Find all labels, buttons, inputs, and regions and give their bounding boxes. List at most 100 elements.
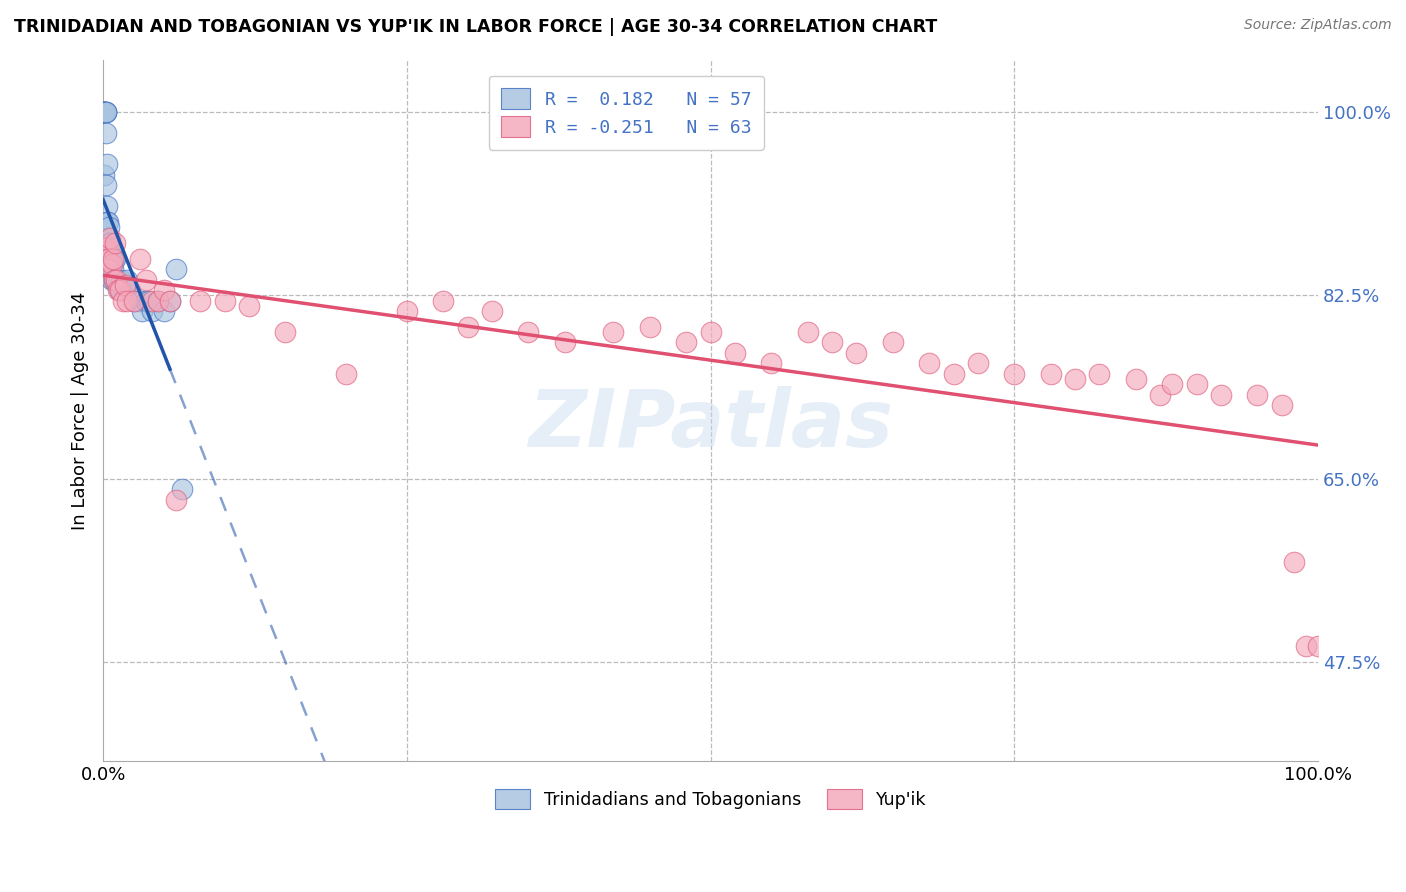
Point <box>1039 367 1062 381</box>
Point <box>107 272 129 286</box>
Point <box>100 241 122 255</box>
Point <box>517 325 540 339</box>
Point <box>110 272 132 286</box>
Point <box>100 262 122 277</box>
Point <box>602 325 624 339</box>
Point <box>128 293 150 308</box>
Point <box>457 319 479 334</box>
Point <box>1002 367 1025 381</box>
Point <box>103 272 125 286</box>
Point <box>153 304 176 318</box>
Point <box>942 367 965 381</box>
Point <box>146 293 169 308</box>
Point <box>108 283 131 297</box>
Point <box>103 272 125 286</box>
Point <box>96 252 118 266</box>
Point <box>94 105 117 120</box>
Point <box>100 272 122 286</box>
Point <box>97 246 120 260</box>
Point <box>882 335 904 350</box>
Point <box>1271 398 1294 412</box>
Point <box>103 252 125 266</box>
Point <box>724 346 747 360</box>
Point <box>101 252 124 266</box>
Point <box>100 235 122 250</box>
Point <box>101 262 124 277</box>
Point <box>1161 377 1184 392</box>
Point <box>274 325 297 339</box>
Point <box>91 241 114 255</box>
Point <box>96 199 118 213</box>
Text: Source: ZipAtlas.com: Source: ZipAtlas.com <box>1244 18 1392 32</box>
Point <box>93 241 115 255</box>
Point <box>122 293 145 308</box>
Point <box>131 304 153 318</box>
Text: TRINIDADIAN AND TOBAGONIAN VS YUP'IK IN LABOR FORCE | AGE 30-34 CORRELATION CHAR: TRINIDADIAN AND TOBAGONIAN VS YUP'IK IN … <box>14 18 938 36</box>
Point <box>96 215 118 229</box>
Point <box>114 283 136 297</box>
Point <box>94 105 117 120</box>
Point <box>108 283 131 297</box>
Point <box>135 293 157 308</box>
Point <box>97 230 120 244</box>
Text: ZIPatlas: ZIPatlas <box>529 385 893 464</box>
Point <box>214 293 236 308</box>
Point <box>761 356 783 370</box>
Point <box>1185 377 1208 392</box>
Point <box>141 304 163 318</box>
Point <box>1088 367 1111 381</box>
Point <box>918 356 941 370</box>
Point <box>821 335 844 350</box>
Point <box>141 293 163 308</box>
Point <box>94 178 117 193</box>
Point <box>94 126 117 140</box>
Point <box>395 304 418 318</box>
Point <box>138 293 160 308</box>
Point <box>98 220 121 235</box>
Point <box>100 252 122 266</box>
Point <box>845 346 868 360</box>
Point <box>1064 372 1087 386</box>
Point <box>96 241 118 255</box>
Point <box>97 241 120 255</box>
Point <box>114 277 136 292</box>
Point <box>146 293 169 308</box>
Point <box>104 252 127 266</box>
Point <box>97 215 120 229</box>
Point <box>675 335 697 350</box>
Point <box>104 272 127 286</box>
Point <box>96 241 118 255</box>
Point <box>100 257 122 271</box>
Point <box>335 367 357 381</box>
Point <box>93 105 115 120</box>
Point <box>165 262 187 277</box>
Point <box>117 272 139 286</box>
Point <box>93 168 115 182</box>
Point <box>1282 555 1305 569</box>
Point <box>94 241 117 255</box>
Point <box>432 293 454 308</box>
Point <box>93 105 115 120</box>
Point <box>135 272 157 286</box>
Point <box>159 293 181 308</box>
Point <box>96 157 118 171</box>
Point <box>94 105 117 120</box>
Point <box>638 319 661 334</box>
Point <box>97 252 120 266</box>
Point <box>159 293 181 308</box>
Point <box>100 230 122 244</box>
Point <box>118 283 141 297</box>
Point <box>1246 388 1268 402</box>
Point <box>153 283 176 297</box>
Point <box>111 293 134 308</box>
Point <box>1125 372 1147 386</box>
Point <box>117 293 139 308</box>
Point <box>105 272 128 286</box>
Point <box>98 257 121 271</box>
Point <box>104 235 127 250</box>
Point <box>172 482 194 496</box>
Point <box>188 293 211 308</box>
Point <box>93 105 115 120</box>
Point <box>238 299 260 313</box>
Point <box>699 325 721 339</box>
